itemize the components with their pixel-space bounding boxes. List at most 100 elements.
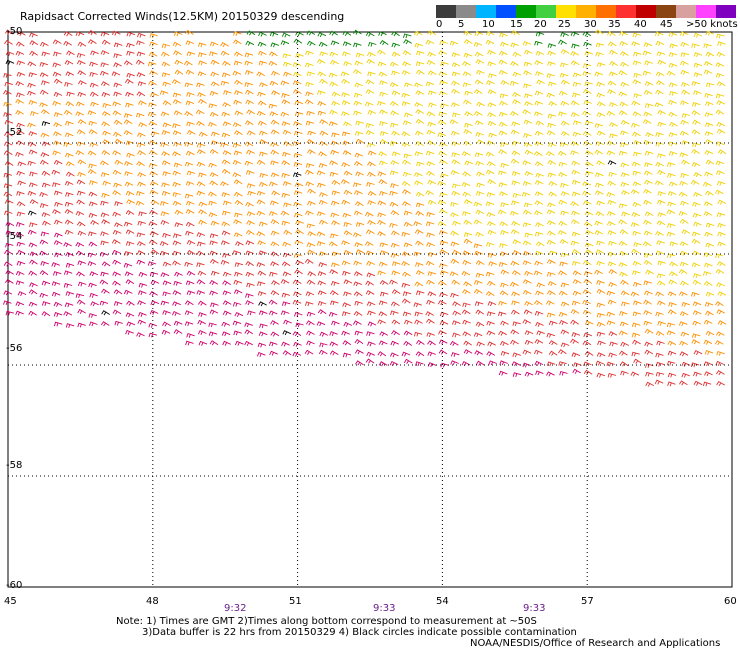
wind-barb (669, 241, 678, 247)
wind-barb (438, 280, 447, 286)
wind-barb (668, 111, 678, 118)
wind-barb (450, 201, 459, 207)
wind-barb (136, 332, 145, 338)
wind-barb (5, 269, 14, 276)
wind-barb (523, 70, 532, 76)
wind-barb (317, 301, 327, 306)
wind-barb (716, 261, 726, 267)
wind-barb (522, 250, 532, 256)
wind-barb (693, 349, 703, 356)
wind-barb (245, 250, 254, 256)
wind-barb (101, 149, 111, 156)
wind-barb (705, 30, 714, 36)
wind-barb (451, 152, 460, 158)
wind-barb (259, 323, 268, 329)
wind-barb (367, 171, 376, 177)
wind-barb (39, 192, 48, 197)
wind-barb (88, 282, 97, 288)
wind-barb (319, 119, 329, 125)
wind-barb (425, 39, 435, 45)
y-tick-label: -50 (6, 26, 23, 37)
wind-barb (149, 33, 158, 38)
wind-barb (704, 350, 714, 355)
wind-barb (271, 90, 280, 96)
wind-barb (306, 30, 316, 36)
wind-barb (256, 199, 266, 205)
wind-barb (403, 221, 413, 227)
wind-barb (558, 220, 568, 226)
wind-barb (270, 290, 280, 296)
wind-barb (679, 60, 689, 66)
wind-barb (126, 300, 135, 306)
wind-barb (52, 39, 62, 45)
wind-barb (715, 62, 725, 68)
wind-barb (281, 220, 290, 226)
wind-barb (53, 131, 62, 137)
wind-barb (232, 159, 242, 166)
wind-barb (366, 331, 375, 337)
wind-barb (65, 291, 75, 297)
wind-barb (365, 290, 375, 296)
wind-barb (270, 149, 280, 155)
wind-barb (644, 60, 653, 66)
wind-barb (572, 81, 582, 87)
wind-barb (657, 153, 666, 159)
wind-barb (547, 280, 557, 287)
wind-barb (114, 222, 123, 228)
wind-barb (510, 129, 520, 135)
wind-barb (595, 210, 605, 217)
wind-barb (607, 261, 617, 267)
wind-barb (162, 261, 172, 267)
wind-barb (221, 230, 231, 236)
wind-barb (64, 302, 74, 308)
wind-barb (148, 239, 158, 245)
wind-barb (643, 42, 653, 48)
wind-barb (208, 103, 218, 109)
wind-barb (426, 212, 435, 217)
wind-barb (570, 140, 580, 147)
wind-barb (498, 121, 508, 127)
wind-barb (510, 158, 520, 164)
wind-barb (64, 201, 74, 207)
wind-barb (475, 272, 485, 278)
wind-barb (220, 50, 230, 56)
wind-barb (76, 271, 85, 277)
wind-barb (101, 39, 111, 45)
wind-barb (560, 100, 570, 106)
wind-barb (463, 238, 473, 244)
wind-barb (644, 211, 654, 217)
wind-barb (704, 371, 713, 377)
wind-barb (318, 199, 328, 205)
wind-barb (185, 340, 194, 346)
wind-barb (667, 191, 677, 196)
wind-barb (487, 112, 496, 118)
wind-barb (691, 43, 700, 49)
wind-barb (632, 311, 642, 317)
wind-barb (667, 340, 677, 346)
wind-barb (607, 180, 616, 186)
wind-barb (608, 268, 618, 275)
wind-barb (546, 220, 556, 226)
wind-barb (197, 241, 206, 247)
time-label: 9:33 (373, 603, 396, 614)
wind-barb (136, 51, 146, 57)
wind-barb (135, 200, 145, 206)
wind-barb (340, 71, 350, 77)
wind-barb (112, 271, 121, 277)
wind-barb (184, 310, 194, 316)
wind-barb (523, 119, 533, 125)
wind-barb (232, 142, 242, 148)
wind-barb (403, 210, 413, 216)
wind-barb (245, 89, 254, 95)
wind-barb (305, 210, 314, 216)
wind-barb (582, 31, 592, 37)
wind-barb (560, 120, 570, 126)
wind-barb (524, 149, 534, 155)
wind-barb (126, 199, 135, 205)
wind-barb (691, 148, 700, 155)
wind-barb (368, 41, 377, 47)
wind-barb (390, 301, 400, 307)
wind-barb (643, 188, 652, 195)
wind-barb (112, 150, 121, 156)
wind-barb (523, 202, 533, 208)
